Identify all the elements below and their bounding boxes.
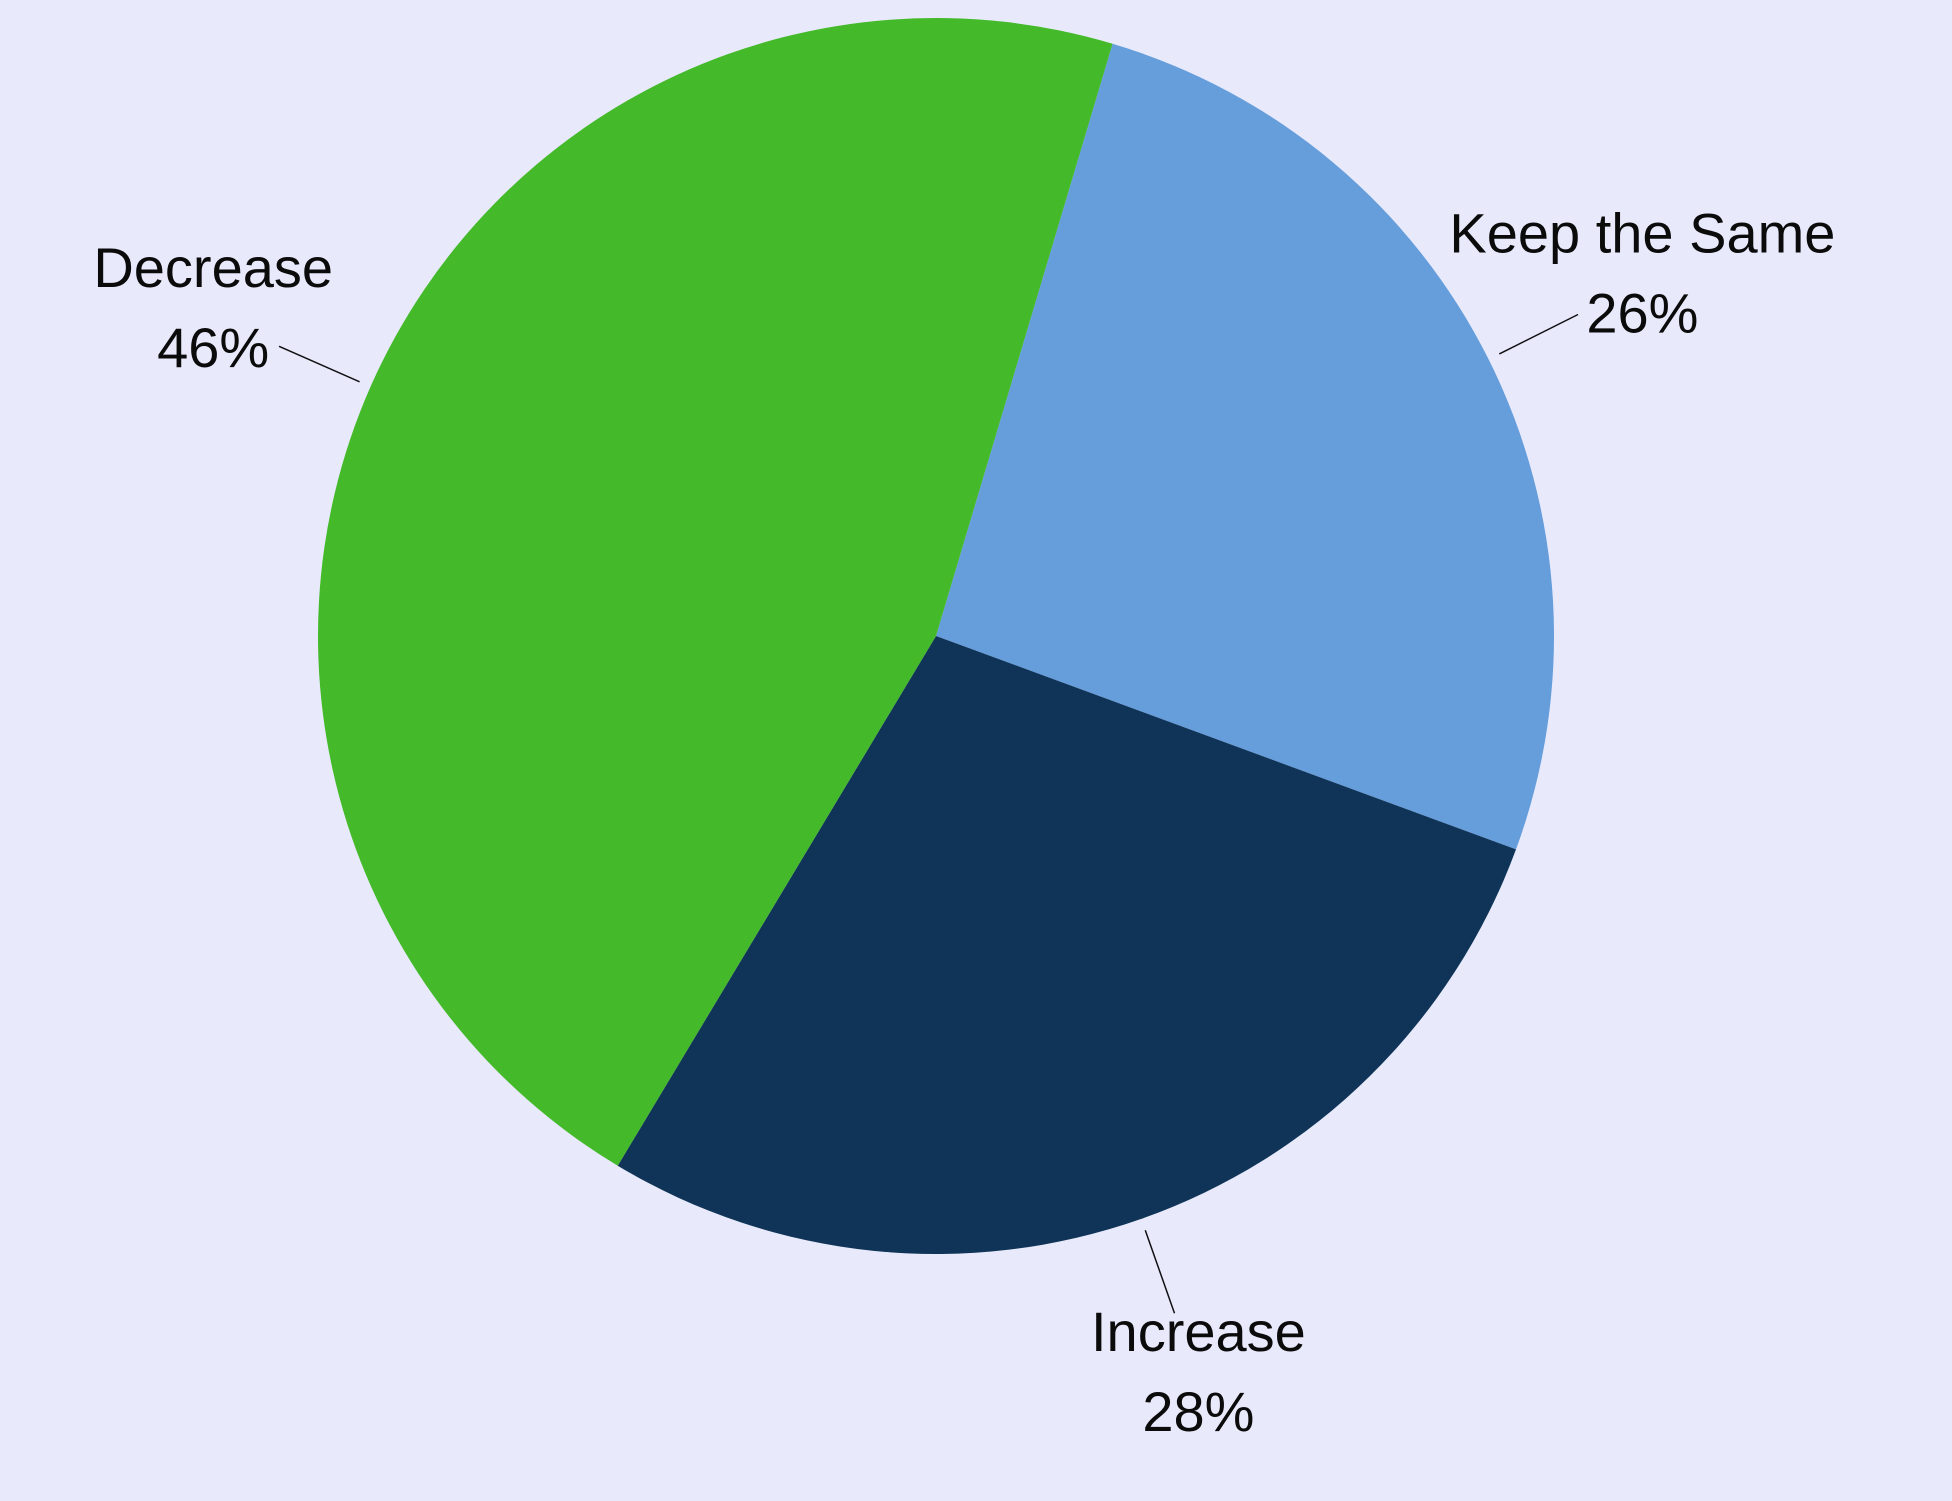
leader-line-increase [1144,1229,1176,1314]
labels-layer: Keep the Same 26% Increase 28% Decrease 46% [93,201,1835,1443]
pie-slice-keep-the-same [936,43,1554,850]
slice-value-decrease: 46% [157,316,269,379]
slice-value-increase: 28% [1142,1380,1254,1443]
slices-layer [317,17,1554,1254]
leader-line-keep-the-same [1498,313,1579,355]
slice-label-decrease: Decrease [93,236,333,299]
leader-lines-layer [278,313,1579,1314]
slice-value-keep-the-same: 26% [1586,281,1698,344]
pie-slice-increase [617,636,1516,1254]
leader-line-decrease [278,345,360,383]
slice-label-keep-the-same: Keep the Same [1449,201,1835,264]
slice-label-increase: Increase [1091,1300,1306,1363]
pie-slice-decrease [317,17,1113,1166]
